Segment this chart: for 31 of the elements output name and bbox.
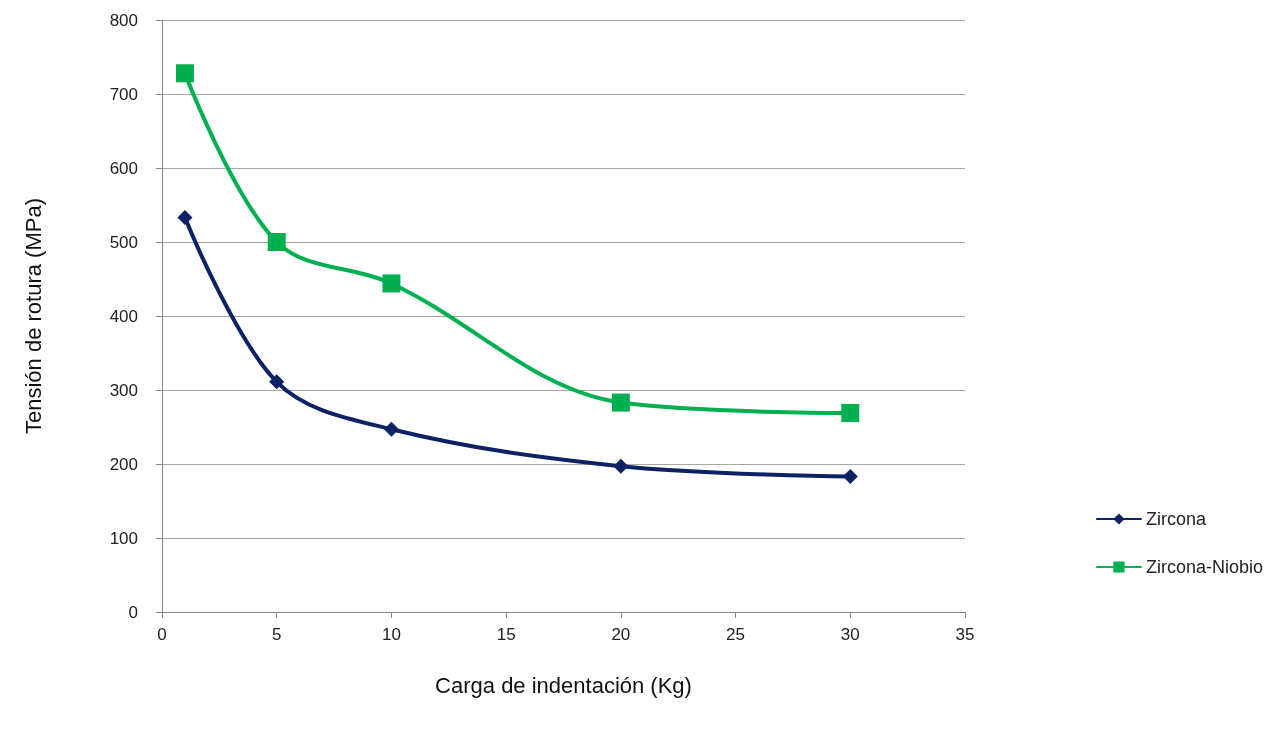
point	[175, 64, 194, 83]
point	[842, 469, 858, 485]
point	[382, 274, 401, 293]
y-tick-label: 200	[109, 454, 138, 474]
x-tick-label: 30	[840, 625, 860, 644]
legend-label: Zircona-Niobio	[1145, 557, 1263, 577]
x-tick-label: 20	[611, 625, 631, 644]
point	[177, 210, 193, 226]
legend-label: Zircona	[1145, 509, 1207, 529]
x-tick-label: 15	[496, 625, 516, 644]
y-tick-label: 100	[109, 528, 138, 548]
x-axis-title: Carga de indentación (Kg)	[435, 672, 692, 698]
y-tick-label: 600	[109, 158, 138, 178]
point	[611, 393, 630, 412]
y-axis-title: Tensión de rotura (MPa)	[20, 198, 46, 434]
y-tick-label: 400	[109, 306, 138, 326]
x-tick-label: 10	[381, 625, 401, 644]
point	[383, 421, 399, 437]
x-tick-label: 25	[726, 625, 746, 644]
point	[613, 458, 629, 474]
point	[841, 403, 860, 422]
y-tick-label: 700	[109, 84, 138, 104]
point	[269, 374, 285, 390]
y-tick-label: 800	[109, 10, 138, 30]
y-tick-label: 0	[128, 602, 138, 622]
y-tick-label: 500	[109, 232, 138, 252]
y-tick-label: 300	[109, 380, 138, 400]
x-tick-label: 5	[271, 625, 282, 644]
point	[267, 233, 286, 251]
x-tick-label: 35	[955, 625, 975, 644]
x-tick-label: 0	[157, 625, 167, 644]
